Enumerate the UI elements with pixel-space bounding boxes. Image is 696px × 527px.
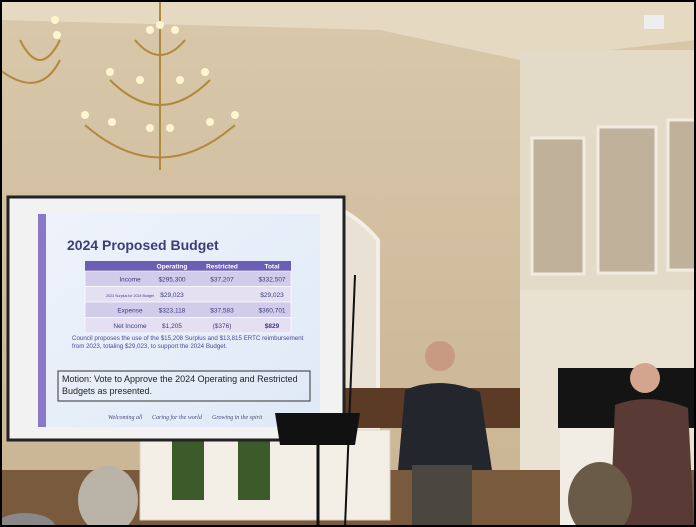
table-cell: $295,300 xyxy=(158,276,185,283)
slide-note: Council proposes the use of the $15,208 … xyxy=(72,335,312,350)
table-cell: $37,583 xyxy=(210,307,234,314)
table-cell: $332,507 xyxy=(258,276,285,283)
note-box: Council proposes the use of the $15,208 … xyxy=(72,335,312,359)
table-cell: $1,205 xyxy=(162,323,182,330)
table-row-label: Expense xyxy=(117,307,143,314)
wall-panel xyxy=(532,138,584,274)
photo: 2024 Proposed Budget Operating Restricted… xyxy=(0,0,696,527)
table-header-cell: Operating xyxy=(157,264,188,271)
table-row-label: Net Income xyxy=(113,323,147,330)
table-cell: $829 xyxy=(265,323,280,330)
table-row-label: Income xyxy=(119,276,141,283)
table-header-cell: Total xyxy=(264,264,279,271)
table-cell: $29,023 xyxy=(160,292,184,299)
table-cell: $323,118 xyxy=(159,307,186,314)
wall-panel xyxy=(668,120,696,270)
table-row-label: 2023 Surplus for 2024 Budget xyxy=(106,294,154,298)
table-cell: $29,023 xyxy=(260,292,284,299)
spotlight xyxy=(644,15,664,29)
music-stand xyxy=(275,413,360,445)
table-cell: $37,207 xyxy=(210,276,234,283)
motion-text: Motion: Vote to Approve the 2024 Operati… xyxy=(62,373,308,397)
slide-title: 2024 Proposed Budget xyxy=(67,237,219,253)
wall-panel xyxy=(598,127,656,273)
motion-area: Motion: Vote to Approve the 2024 Operati… xyxy=(62,373,308,401)
footer-text: Growing in the spirit xyxy=(212,415,263,421)
altar-cloth xyxy=(172,440,204,500)
slide-accent xyxy=(38,214,46,427)
table-header-bg xyxy=(85,261,291,271)
footer-text: Welcoming all xyxy=(108,415,143,421)
table-cell: ($376) xyxy=(213,323,232,330)
table-header-cell: Restricted xyxy=(206,264,238,271)
budget-table: Operating Restricted Total Income $295,300 $3… xyxy=(85,261,291,333)
footer-text: Caring for the world xyxy=(152,414,203,421)
altar-cloth xyxy=(238,440,270,500)
table-cell: $360,701 xyxy=(258,307,285,314)
